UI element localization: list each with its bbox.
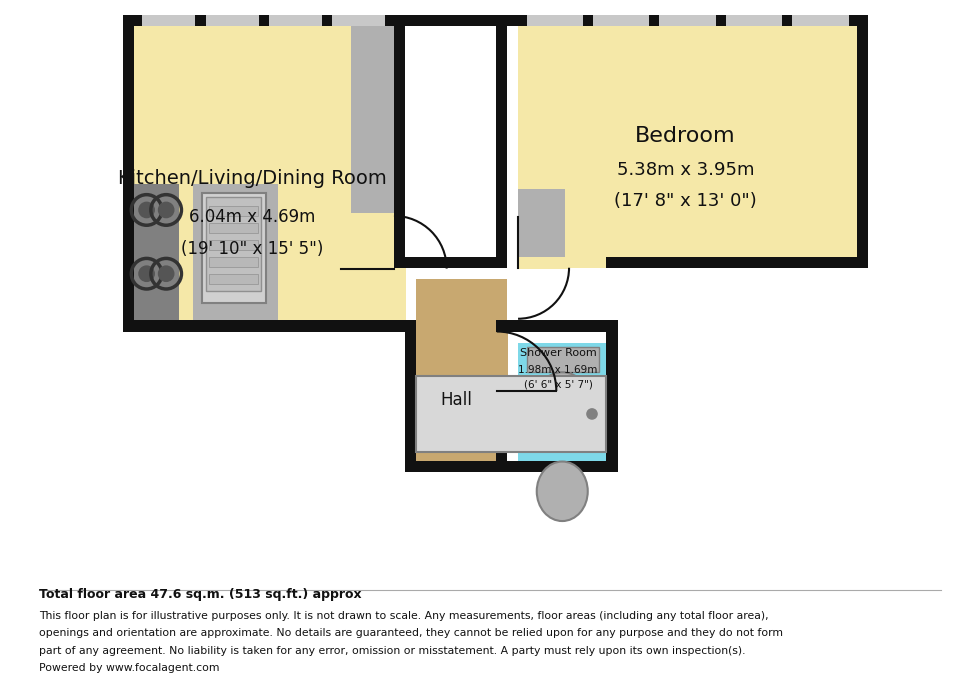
Bar	[394, 15, 405, 268]
Bar	[206, 197, 262, 290]
Bar	[209, 274, 258, 284]
Bar	[496, 332, 508, 391]
Bar	[352, 26, 394, 213]
Bar	[715, 15, 717, 25]
Bar	[134, 26, 405, 332]
Text: openings and orientation are approximate. No details are guaranteed, they cannot: openings and orientation are approximate…	[39, 628, 783, 638]
Bar	[658, 15, 717, 25]
Circle shape	[159, 266, 173, 282]
Text: 5.38m x 3.95m: 5.38m x 3.95m	[616, 161, 755, 179]
Bar	[268, 15, 323, 25]
Bar	[195, 15, 197, 25]
Text: Hall: Hall	[440, 390, 472, 408]
Bar	[134, 184, 179, 321]
Bar	[416, 375, 607, 452]
Circle shape	[139, 266, 154, 282]
Text: Kitchen/Living/Dining Room: Kitchen/Living/Dining Room	[118, 169, 386, 188]
Bar	[518, 257, 569, 269]
Text: (6' 6" x 5' 7"): (6' 6" x 5' 7")	[523, 379, 593, 389]
Bar	[658, 15, 660, 25]
Bar	[724, 15, 784, 25]
Bar	[122, 321, 405, 332]
Bar	[583, 15, 584, 25]
Bar	[526, 347, 599, 373]
Bar	[650, 15, 651, 25]
Bar	[525, 15, 526, 25]
Bar	[791, 15, 851, 25]
Text: Powered by www.focalagent.com: Powered by www.focalagent.com	[39, 662, 220, 673]
Bar	[525, 15, 584, 25]
Bar	[496, 321, 617, 332]
Bar	[591, 15, 593, 25]
Circle shape	[587, 409, 597, 419]
Bar	[202, 193, 266, 303]
Bar	[791, 15, 793, 25]
Bar	[405, 257, 507, 268]
Text: Total floor area 47.6 sq.m. (513 sq.ft.) approx: Total floor area 47.6 sq.m. (513 sq.ft.)…	[39, 588, 362, 601]
Bar	[204, 15, 206, 25]
Circle shape	[159, 202, 173, 218]
Bar	[607, 321, 617, 472]
Bar	[405, 321, 416, 472]
Bar	[591, 15, 651, 25]
Text: part of any agreement. No liability is taken for any error, omission or misstate: part of any agreement. No liability is t…	[39, 645, 746, 656]
Ellipse shape	[537, 462, 588, 521]
Bar	[122, 15, 134, 332]
Text: 6.04m x 4.69m: 6.04m x 4.69m	[189, 208, 316, 226]
Bar	[322, 15, 323, 25]
Bar	[209, 206, 258, 216]
Bar	[782, 15, 784, 25]
Text: This floor plan is for illustrative purposes only. It is not drawn to scale. Any: This floor plan is for illustrative purp…	[39, 611, 769, 621]
Bar	[858, 15, 868, 268]
Bar	[849, 15, 851, 25]
Bar	[209, 257, 258, 267]
Bar	[193, 184, 278, 321]
Bar	[141, 15, 197, 25]
Text: 1.98m x 1.69m: 1.98m x 1.69m	[518, 364, 598, 375]
Bar	[330, 15, 387, 25]
Bar	[204, 15, 261, 25]
Bar	[607, 257, 868, 268]
Ellipse shape	[532, 373, 592, 440]
Bar	[209, 223, 258, 233]
Bar	[518, 188, 564, 257]
Bar	[209, 240, 258, 250]
Circle shape	[139, 202, 154, 218]
Text: Bedroom: Bedroom	[635, 126, 736, 146]
Bar	[405, 461, 617, 472]
Bar	[330, 15, 332, 25]
Bar	[518, 342, 607, 461]
Bar	[385, 15, 387, 25]
Bar	[724, 15, 726, 25]
Bar	[496, 332, 507, 472]
Text: Shower Room: Shower Room	[519, 348, 597, 358]
Bar	[394, 268, 406, 321]
Bar	[518, 26, 868, 268]
Bar	[122, 15, 868, 26]
Bar	[141, 15, 142, 25]
Text: (19' 10" x 15' 5"): (19' 10" x 15' 5")	[181, 240, 323, 258]
Text: (17' 8" x 13' 0"): (17' 8" x 13' 0")	[614, 192, 757, 210]
Bar	[416, 279, 507, 472]
Bar	[496, 15, 507, 268]
Bar	[259, 15, 261, 25]
Bar	[268, 15, 269, 25]
